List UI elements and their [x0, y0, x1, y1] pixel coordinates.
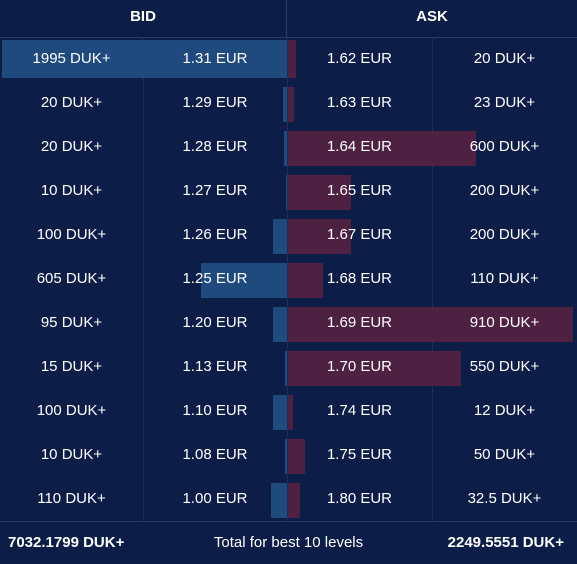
order-level-row[interactable]: 15 DUK+ 1.13 EUR 1.70 EUR 550 DUK+ — [0, 345, 577, 389]
ask-price[interactable]: 1.80 EUR — [326, 490, 393, 507]
bid-depth-bar — [284, 131, 287, 166]
bid-quantity[interactable]: 110 DUK+ — [37, 490, 106, 507]
order-book-footer: Total for best 10 levels 7032.1799 DUK+ … — [0, 521, 577, 556]
ask-quantity[interactable]: 110 DUK+ — [470, 270, 539, 287]
ask-price[interactable]: 1.62 EUR — [326, 50, 393, 67]
order-level-row[interactable]: 110 DUK+ 1.00 EUR 1.80 EUR 32.5 DUK+ — [0, 477, 577, 521]
bid-depth-bar — [286, 175, 287, 210]
ask-depth-bar — [288, 87, 294, 122]
column-divider — [287, 37, 288, 521]
bid-price[interactable]: 1.27 EUR — [182, 182, 248, 199]
ask-depth-bar — [288, 351, 461, 386]
ask-price[interactable]: 1.74 EUR — [326, 402, 393, 419]
ask-depth-bar — [288, 40, 296, 78]
ask-quantity[interactable]: 550 DUK+ — [469, 358, 540, 375]
ask-quantity[interactable]: 200 DUK+ — [469, 182, 540, 199]
ask-depth-bar — [288, 439, 305, 474]
ask-depth-bar — [288, 483, 300, 518]
order-level-row[interactable]: 100 DUK+ 1.26 EUR 1.67 EUR 200 DUK+ — [0, 213, 577, 257]
bid-price[interactable]: 1.00 EUR — [182, 490, 248, 507]
order-level-row[interactable]: 20 DUK+ 1.29 EUR 1.63 EUR 23 DUK+ — [0, 81, 577, 125]
bid-depth-bar — [201, 263, 287, 298]
order-level-row[interactable]: 95 DUK+ 1.20 EUR 1.69 EUR 910 DUK+ — [0, 301, 577, 345]
bid-quantity[interactable]: 20 DUK+ — [40, 94, 103, 111]
bid-depth-bar — [2, 40, 287, 78]
ask-quantity[interactable]: 20 DUK+ — [473, 50, 536, 67]
bid-quantity[interactable]: 10 DUK+ — [40, 182, 103, 199]
ask-quantity[interactable]: 200 DUK+ — [469, 226, 540, 243]
bid-depth-bar — [273, 307, 287, 342]
order-book-levels: 1995 DUK+ 1.31 EUR 1.62 EUR 20 DUK+ 20 DUK+ 1… — [0, 37, 577, 521]
ask-depth-bar — [288, 307, 573, 342]
bid-price[interactable]: 1.28 EUR — [182, 138, 248, 155]
totals-label: Total for best 10 levels — [213, 534, 364, 551]
ask-price[interactable]: 1.70 EUR — [326, 358, 393, 375]
bid-depth-bar — [273, 395, 287, 430]
order-level-row[interactable]: 10 DUK+ 1.08 EUR 1.75 EUR 50 DUK+ — [0, 433, 577, 477]
ask-quantity[interactable]: 32.5 DUK+ — [467, 490, 542, 507]
ask-price[interactable]: 1.67 EUR — [326, 226, 393, 243]
bid-depth-bar — [271, 483, 287, 518]
bid-quantity[interactable]: 605 DUK+ — [36, 270, 107, 287]
bid-total: 7032.1799 DUK+ — [8, 534, 125, 551]
bid-price[interactable]: 1.26 EUR — [182, 226, 248, 243]
order-book-header: BID ASK — [0, 0, 577, 38]
ask-quantity[interactable]: 600 DUK+ — [469, 138, 540, 155]
ask-price[interactable]: 1.69 EUR — [326, 314, 393, 331]
bid-quantity[interactable]: 1995 DUK+ — [32, 50, 111, 67]
ask-depth-bar — [288, 175, 351, 210]
bid-price[interactable]: 1.13 EUR — [182, 358, 248, 375]
ask-total: 2249.5551 DUK+ — [447, 534, 564, 551]
bid-price[interactable]: 1.10 EUR — [182, 402, 248, 419]
bid-price[interactable]: 1.08 EUR — [182, 446, 248, 463]
bid-quantity[interactable]: 10 DUK+ — [40, 446, 103, 463]
order-level-row[interactable]: 10 DUK+ 1.27 EUR 1.65 EUR 200 DUK+ — [0, 169, 577, 213]
ask-quantity[interactable]: 50 DUK+ — [473, 446, 536, 463]
bid-price[interactable]: 1.29 EUR — [182, 94, 248, 111]
bid-quantity[interactable]: 95 DUK+ — [40, 314, 103, 331]
ask-price[interactable]: 1.68 EUR — [326, 270, 393, 287]
order-level-row[interactable]: 20 DUK+ 1.28 EUR 1.64 EUR 600 DUK+ — [0, 125, 577, 169]
bid-quantity[interactable]: 20 DUK+ — [40, 138, 103, 155]
order-level-row[interactable]: 605 DUK+ 1.25 EUR 1.68 EUR 110 DUK+ — [0, 257, 577, 301]
column-divider — [143, 37, 144, 521]
ask-price[interactable]: 1.75 EUR — [326, 446, 393, 463]
bid-depth-bar — [285, 439, 287, 474]
bid-price[interactable]: 1.31 EUR — [182, 50, 248, 67]
bid-header: BID — [0, 0, 287, 37]
ask-price[interactable]: 1.64 EUR — [326, 138, 393, 155]
ask-depth-bar — [288, 263, 323, 298]
bid-quantity[interactable]: 100 DUK+ — [36, 402, 107, 419]
bid-depth-bar — [283, 87, 287, 122]
bid-price[interactable]: 1.25 EUR — [182, 270, 248, 287]
ask-quantity[interactable]: 12 DUK+ — [473, 402, 536, 419]
ask-quantity[interactable]: 910 DUK+ — [469, 314, 540, 331]
column-divider — [432, 37, 433, 521]
ask-depth-bar — [288, 395, 293, 430]
order-level-row[interactable]: 1995 DUK+ 1.31 EUR 1.62 EUR 20 DUK+ — [0, 37, 577, 81]
ask-price[interactable]: 1.65 EUR — [326, 182, 393, 199]
ask-quantity[interactable]: 23 DUK+ — [473, 94, 536, 111]
bid-price[interactable]: 1.20 EUR — [182, 314, 248, 331]
ask-depth-bar — [288, 219, 351, 254]
bid-quantity[interactable]: 100 DUK+ — [36, 226, 107, 243]
ask-header: ASK — [416, 8, 448, 25]
bid-quantity[interactable]: 15 DUK+ — [40, 358, 103, 375]
ask-depth-bar — [288, 131, 476, 166]
order-level-row[interactable]: 100 DUK+ 1.10 EUR 1.74 EUR 12 DUK+ — [0, 389, 577, 433]
bid-depth-bar — [273, 219, 287, 254]
bid-depth-bar — [285, 351, 287, 386]
ask-price[interactable]: 1.63 EUR — [326, 94, 393, 111]
